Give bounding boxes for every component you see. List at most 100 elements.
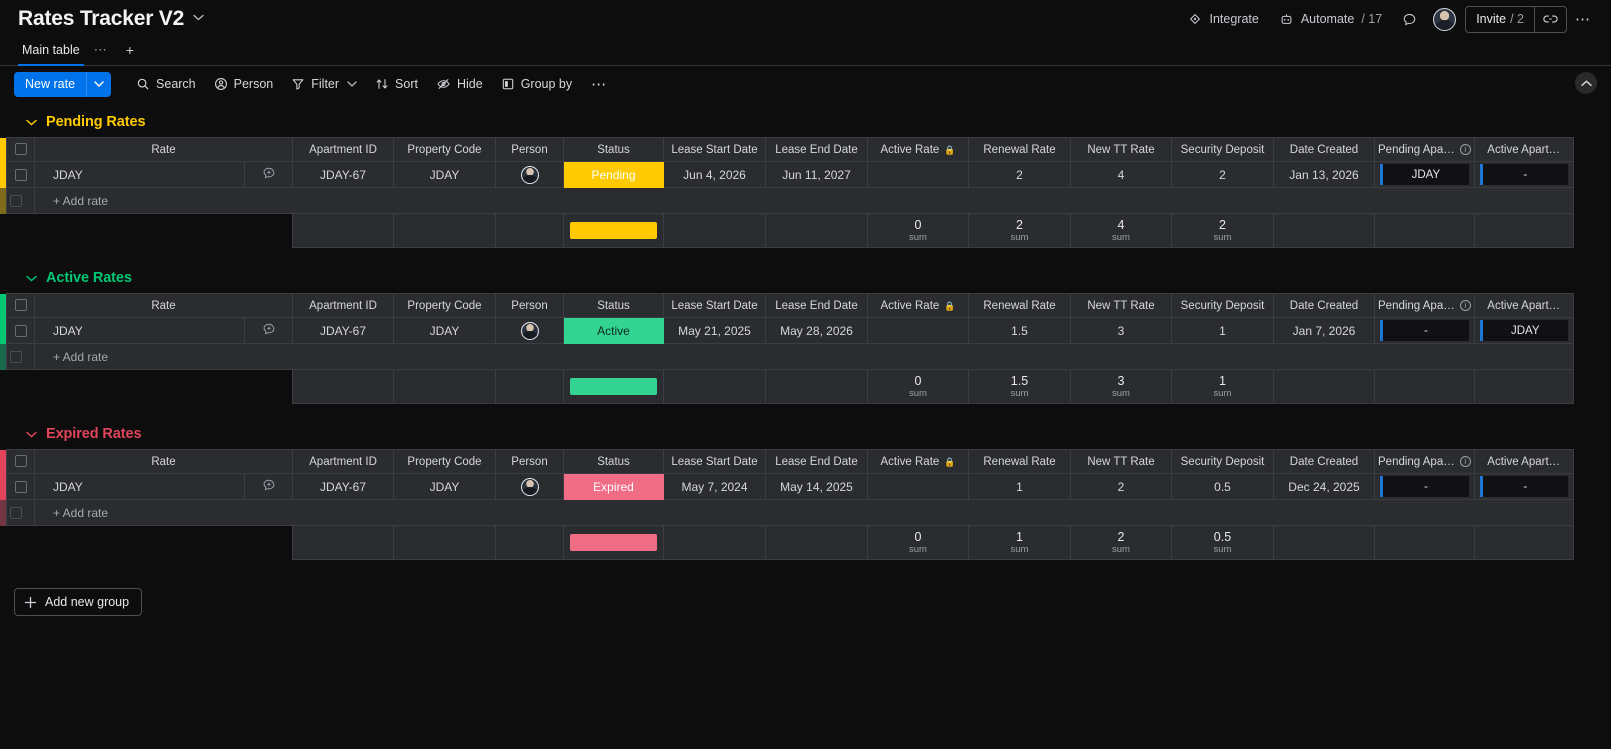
- group-by-button[interactable]: Group by: [492, 72, 581, 96]
- cell-lease-start-date[interactable]: May 7, 2024: [663, 473, 766, 500]
- column-header-active-rate[interactable]: Active Rate 🔒: [867, 293, 969, 318]
- open-updates-icon[interactable]: [244, 317, 293, 344]
- column-header-rate[interactable]: Rate: [34, 293, 293, 318]
- automate-button[interactable]: Automate / 17: [1269, 6, 1392, 32]
- column-header-status[interactable]: Status: [563, 293, 664, 318]
- cell-date-created[interactable]: Jan 13, 2026: [1273, 161, 1375, 188]
- cell-rate[interactable]: JDAY: [34, 317, 245, 344]
- summary-new-tt-rate[interactable]: 4 sum: [1070, 213, 1172, 248]
- cell-person[interactable]: [495, 473, 564, 500]
- column-header-active-apartment[interactable]: Active Apart…: [1473, 137, 1574, 162]
- column-header-date-created[interactable]: Date Created: [1273, 137, 1375, 162]
- collapse-toolbar-chevron-up-icon[interactable]: [1575, 72, 1597, 94]
- column-header-apartment-id[interactable]: Apartment ID: [292, 137, 394, 162]
- summary-renewal-rate[interactable]: 2 sum: [968, 213, 1071, 248]
- cell-property-code[interactable]: JDAY: [393, 161, 496, 188]
- column-header-security-deposit[interactable]: Security Deposit: [1171, 449, 1274, 474]
- cell-apartment-id[interactable]: JDAY-67: [292, 473, 394, 500]
- cell-lease-end-date[interactable]: Jun 11, 2027: [765, 161, 868, 188]
- tab-main-table[interactable]: Main table: [18, 43, 84, 66]
- filter-chevron-down-icon[interactable]: [347, 81, 357, 87]
- add-rate-label[interactable]: + Add rate: [34, 343, 1574, 370]
- cell-date-created[interactable]: Jan 7, 2026: [1273, 317, 1375, 344]
- column-header-active-rate[interactable]: Active Rate 🔒: [867, 137, 969, 162]
- column-header-property-code[interactable]: Property Code: [393, 137, 496, 162]
- column-header-lease-end[interactable]: Lease End Date: [765, 293, 868, 318]
- cell-rate[interactable]: JDAY: [34, 473, 245, 500]
- tab-more-icon[interactable]: ⋯: [93, 42, 108, 57]
- summary-new-tt-rate[interactable]: 3 sum: [1070, 369, 1172, 404]
- add-rate-row[interactable]: + Add rate: [0, 343, 1574, 370]
- copy-link-button[interactable]: [1535, 7, 1566, 32]
- column-header-property-code[interactable]: Property Code: [393, 293, 496, 318]
- cell-new-tt-rate[interactable]: 3: [1070, 317, 1172, 344]
- table-row[interactable]: JDAY JDAY-67 JDAY Pending Jun 4, 2026 Jun 11,…: [0, 161, 1574, 188]
- column-header-property-code[interactable]: Property Code: [393, 449, 496, 474]
- add-rate-label[interactable]: + Add rate: [34, 187, 1574, 214]
- person-filter-button[interactable]: Person: [205, 72, 283, 96]
- column-header-new-tt-rate[interactable]: New TT Rate: [1070, 137, 1172, 162]
- summary-security-deposit[interactable]: 2 sum: [1171, 213, 1274, 248]
- status-badge[interactable]: Pending: [563, 161, 664, 188]
- add-view-button[interactable]: +: [125, 42, 134, 58]
- cell-renewal-rate[interactable]: 1: [968, 473, 1071, 500]
- filter-button[interactable]: Filter: [282, 72, 366, 96]
- summary-active-rate[interactable]: 0 sum: [867, 525, 969, 560]
- select-all-checkbox[interactable]: [6, 137, 35, 162]
- add-rate-label[interactable]: + Add rate: [34, 499, 1574, 526]
- cell-lease-start-date[interactable]: May 21, 2025: [663, 317, 766, 344]
- invite-button[interactable]: Invite / 2: [1466, 7, 1534, 32]
- column-header-pending-apartment[interactable]: Pending Apa… i: [1374, 293, 1475, 318]
- column-header-lease-start[interactable]: Lease Start Date: [663, 449, 766, 474]
- column-header-renewal-rate[interactable]: Renewal Rate: [968, 137, 1071, 162]
- more-horizontal-icon[interactable]: ⋯: [1575, 11, 1591, 28]
- cell-active-apartment[interactable]: -: [1473, 473, 1574, 500]
- cell-pending-apartment[interactable]: JDAY: [1374, 161, 1475, 188]
- add-rate-row[interactable]: + Add rate: [0, 499, 1574, 526]
- cell-lease-end-date[interactable]: May 14, 2025: [765, 473, 868, 500]
- cell-person[interactable]: [495, 161, 564, 188]
- cell-pending-apartment[interactable]: -: [1374, 473, 1475, 500]
- new-rate-chevron-down-icon[interactable]: [86, 71, 112, 97]
- table-row[interactable]: JDAY JDAY-67 JDAY Expired May 7, 2024 May 14,…: [0, 473, 1574, 500]
- sort-button[interactable]: Sort: [366, 72, 427, 96]
- new-rate-button[interactable]: New rate: [14, 71, 87, 97]
- table-row[interactable]: JDAY JDAY-67 JDAY Active May 21, 2025 May 28,…: [0, 317, 1574, 344]
- group-collapse-chevron-down-icon[interactable]: [26, 431, 37, 438]
- info-icon[interactable]: i: [1459, 143, 1471, 155]
- avatar[interactable]: [1433, 7, 1457, 31]
- cell-property-code[interactable]: JDAY: [393, 317, 496, 344]
- cell-lease-end-date[interactable]: May 28, 2026: [765, 317, 868, 344]
- column-header-rate[interactable]: Rate: [34, 137, 293, 162]
- cell-renewal-rate[interactable]: 2: [968, 161, 1071, 188]
- column-header-pending-apartment[interactable]: Pending Apa… i: [1374, 137, 1475, 162]
- add-new-group-button[interactable]: Add new group: [14, 588, 143, 616]
- column-header-person[interactable]: Person: [495, 137, 564, 162]
- open-updates-icon[interactable]: [244, 161, 293, 188]
- row-checkbox[interactable]: [6, 473, 35, 500]
- summary-active-rate[interactable]: 0 sum: [867, 213, 969, 248]
- cell-pending-apartment[interactable]: -: [1374, 317, 1475, 344]
- cell-new-tt-rate[interactable]: 4: [1070, 161, 1172, 188]
- cell-active-apartment[interactable]: JDAY: [1473, 317, 1574, 344]
- chat-button[interactable]: [1392, 6, 1427, 33]
- row-checkbox[interactable]: [6, 317, 35, 344]
- cell-active-apartment[interactable]: -: [1473, 161, 1574, 188]
- cell-security-deposit[interactable]: 2: [1171, 161, 1274, 188]
- column-header-person[interactable]: Person: [495, 449, 564, 474]
- info-icon[interactable]: i: [1459, 299, 1471, 311]
- column-header-pending-apartment[interactable]: Pending Apa… i: [1374, 449, 1475, 474]
- summary-security-deposit[interactable]: 1 sum: [1171, 369, 1274, 404]
- cell-security-deposit[interactable]: 1: [1171, 317, 1274, 344]
- column-header-rate[interactable]: Rate: [34, 449, 293, 474]
- status-badge[interactable]: Expired: [563, 473, 664, 500]
- cell-property-code[interactable]: JDAY: [393, 473, 496, 500]
- add-rate-row[interactable]: + Add rate: [0, 187, 1574, 214]
- cell-lease-start-date[interactable]: Jun 4, 2026: [663, 161, 766, 188]
- column-header-apartment-id[interactable]: Apartment ID: [292, 449, 394, 474]
- column-header-status[interactable]: Status: [563, 137, 664, 162]
- integrate-button[interactable]: Integrate: [1178, 6, 1268, 32]
- summary-active-rate[interactable]: 0 sum: [867, 369, 969, 404]
- summary-new-tt-rate[interactable]: 2 sum: [1070, 525, 1172, 560]
- toolbar-more-icon[interactable]: ⋯: [591, 76, 608, 93]
